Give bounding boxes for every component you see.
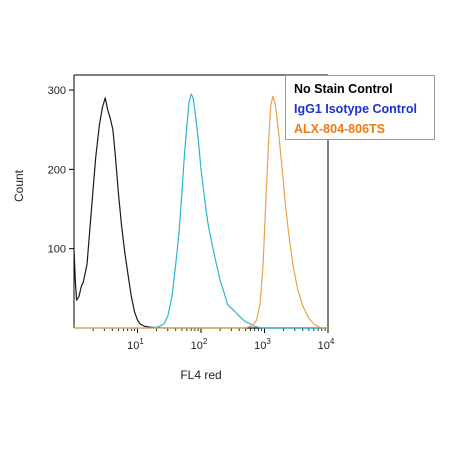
- x-axis-title: FL4 red: [180, 368, 221, 382]
- series-line-0: [73, 97, 328, 329]
- y-tick-label: 300: [48, 85, 66, 97]
- x-tick-label: 102: [191, 337, 208, 352]
- series-line-1: [74, 93, 328, 329]
- legend-entry-alx-804-806ts: ALX-804-806TS: [294, 122, 386, 136]
- x-tick-label: 101: [127, 337, 144, 352]
- series-line-2: [74, 95, 328, 329]
- y-axis-title: Count: [12, 169, 26, 202]
- legend-entry-no-stain: No Stain Control: [294, 82, 393, 96]
- x-tick-label: 104: [318, 337, 335, 352]
- legend: No Stain Control IgG1 Isotype Control AL…: [285, 75, 435, 140]
- axis-ticks: 100 200 300 101 102 103 104: [48, 85, 335, 352]
- x-tick-label: 103: [254, 337, 271, 352]
- series-layer: [73, 93, 328, 329]
- y-tick-label: 100: [48, 244, 66, 256]
- y-tick-label: 200: [48, 164, 66, 176]
- legend-entry-igg1-isotype: IgG1 Isotype Control: [294, 102, 417, 116]
